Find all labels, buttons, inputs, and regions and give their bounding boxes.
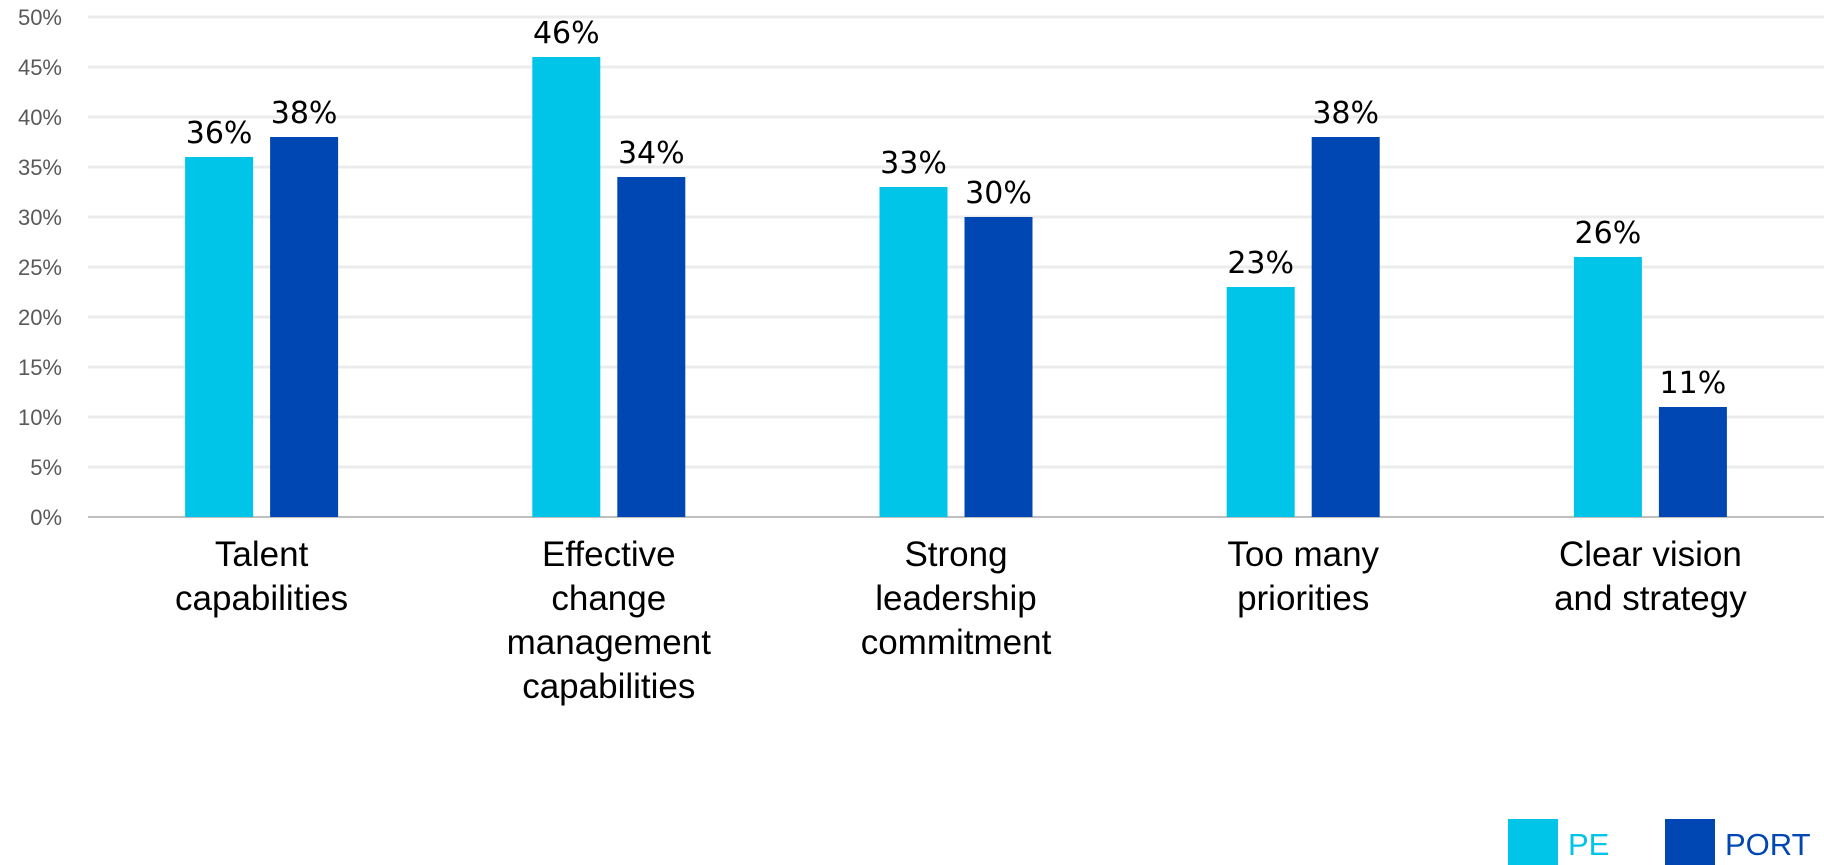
data-label: 23% [1227,246,1294,281]
category-label-line: Too many [1227,535,1379,574]
y-tick-label: 25% [18,255,62,280]
category-label-line: priorities [1237,579,1369,618]
y-tick-label: 5% [30,455,62,480]
bar-pe [185,157,254,517]
category-label-line: and strategy [1554,579,1747,618]
y-tick-label: 15% [18,355,62,380]
bars [185,57,1727,517]
category-label: Too many priorities [1227,535,1379,618]
y-tick-label: 10% [18,405,62,430]
bar-pe [879,187,948,517]
y-tick-label: 30% [18,205,62,230]
y-tick-label: 0% [30,505,62,530]
y-tick-label: 20% [18,305,62,330]
legend-label-port: PORT [1725,827,1811,862]
y-tick-label: 40% [18,105,62,130]
data-label: 38% [1312,96,1379,131]
category-label-line: commitment [861,623,1052,662]
bar-pe [1573,257,1642,517]
category-labels: Talent capabilities Effective change managem… [175,535,1747,706]
bar-port [1311,137,1380,517]
gridlines [88,15,1824,518]
data-labels: 36% 38% 46% 34% 33% 30% 23% 38% 26% 11% [186,16,1726,401]
bar-pe [1226,287,1295,517]
bar-port [617,177,686,517]
legend: PE PORT [1508,819,1811,865]
category-label: Clear vision and strategy [1554,535,1747,618]
category-label-line: capabilities [522,667,695,706]
category-label-line: Strong [904,535,1007,574]
data-label: 26% [1575,216,1642,251]
legend-swatch-pe [1508,819,1558,865]
data-label: 34% [618,136,685,171]
data-label: 46% [533,16,600,51]
category-label: Talent capabilities [175,535,348,618]
data-label: 11% [1660,366,1727,401]
category-label: Effective change management capabilities [507,535,712,706]
bar-port [964,217,1033,517]
y-tick-label: 50% [18,5,62,30]
legend-label-pe: PE [1568,827,1609,862]
category-label-line: change [551,579,666,618]
legend-swatch-port [1665,819,1715,865]
bar-pe [532,57,601,517]
category-label-line: Talent [215,535,309,574]
category-label-line: Clear vision [1559,535,1742,574]
data-label: 36% [186,116,253,151]
category-label-line: capabilities [175,579,348,618]
data-label: 30% [965,176,1032,211]
y-tick-label: 35% [18,155,62,180]
category-label-line: leadership [875,579,1037,618]
category-label: Strong leadership commitment [861,535,1052,662]
data-label: 33% [880,146,947,181]
category-label-line: Effective [542,535,676,574]
y-axis-tick-labels: 0% 5% 10% 15% 20% 25% 30% 35% 40% 45% 50% [18,5,62,530]
data-label: 38% [271,96,338,131]
bar-port [270,137,339,517]
y-tick-label: 45% [18,55,62,80]
category-label-line: management [507,623,712,662]
bar-port [1658,407,1727,517]
